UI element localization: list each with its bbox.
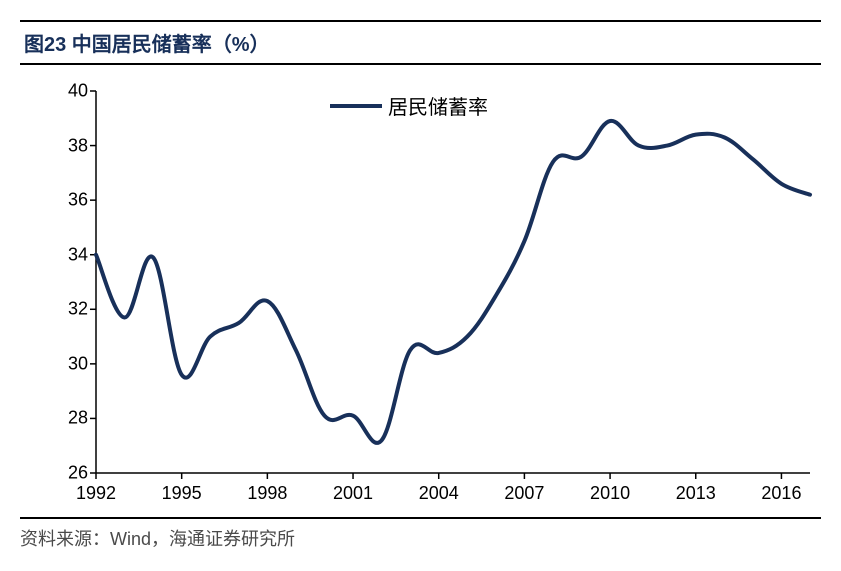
y-tick-label: 32: [68, 299, 88, 320]
y-tick-label: 40: [68, 81, 88, 102]
x-tick-label: 2007: [504, 483, 544, 504]
legend-label: 居民储蓄率: [388, 91, 488, 120]
y-tick-label: 30: [68, 353, 88, 374]
chart-svg: [20, 73, 821, 513]
figure-title: 图23 中国居民储蓄率（%）: [20, 20, 821, 65]
x-tick-label: 1992: [76, 483, 116, 504]
y-tick-label: 34: [68, 244, 88, 265]
y-tick-label: 36: [68, 190, 88, 211]
legend: 居民储蓄率: [330, 91, 488, 120]
x-tick-label: 2013: [676, 483, 716, 504]
y-tick-label: 28: [68, 408, 88, 429]
source-text: 资料来源：Wind，海通证券研究所: [20, 517, 821, 551]
x-tick-label: 1995: [162, 483, 202, 504]
figure-container: 图23 中国居民储蓄率（%） 居民储蓄率 26 28 30 32 34 36 38 40 199…: [20, 20, 821, 551]
y-tick-label: 26: [68, 463, 88, 484]
x-tick-label: 2001: [333, 483, 373, 504]
x-tick-label: 2016: [761, 483, 801, 504]
x-tick-label: 1998: [247, 483, 287, 504]
x-tick-label: 2010: [590, 483, 630, 504]
legend-line-icon: [330, 104, 382, 108]
x-tick-label: 2004: [419, 483, 459, 504]
chart-area: 居民储蓄率 26 28 30 32 34 36 38 40 1992 1995 1998 2001 20…: [20, 73, 821, 513]
y-tick-label: 38: [68, 135, 88, 156]
